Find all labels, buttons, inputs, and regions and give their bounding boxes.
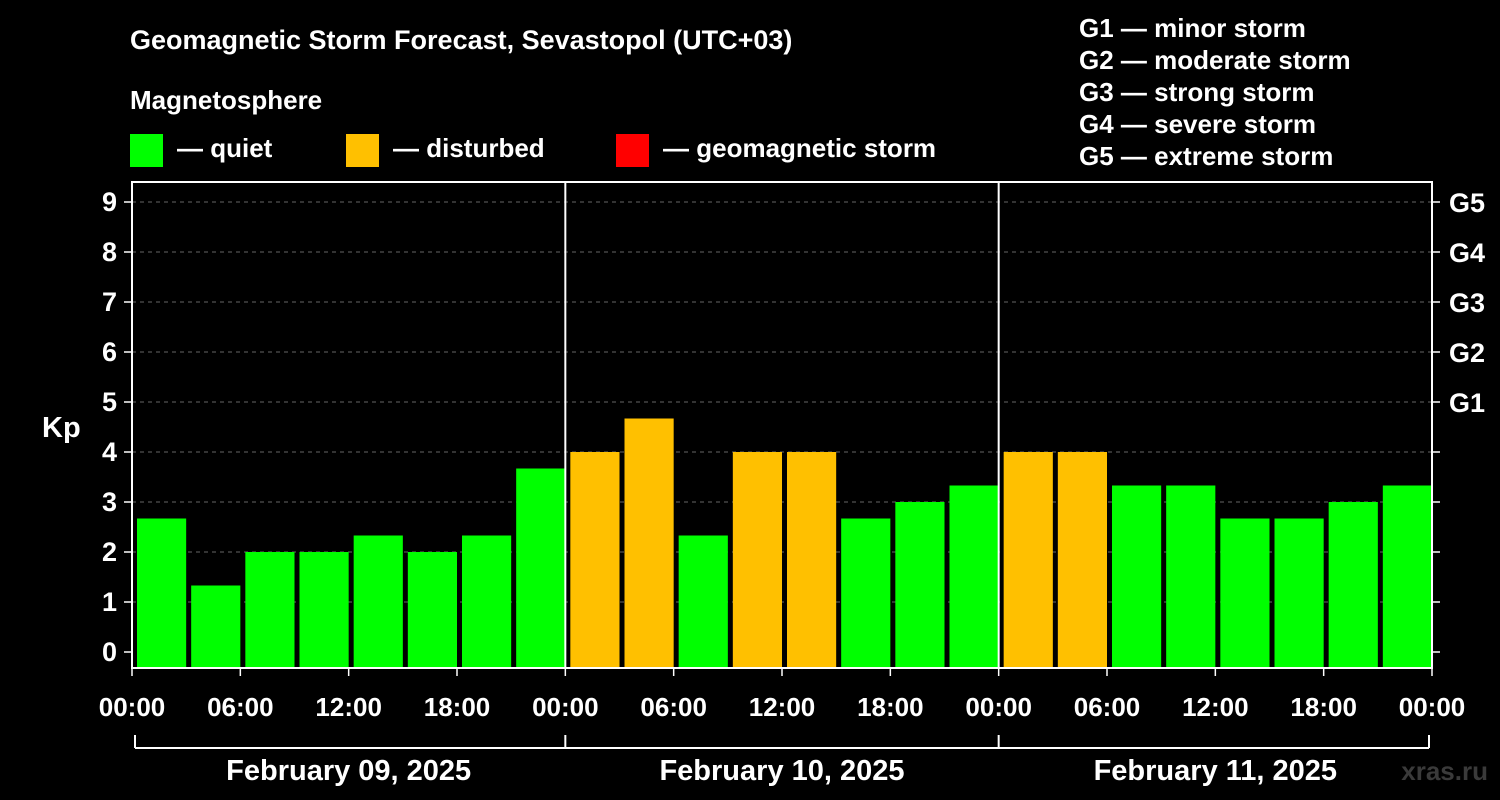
- kp-bar: [245, 552, 295, 668]
- kp-bar: [462, 535, 512, 668]
- x-tick-label: 12:00: [1182, 692, 1249, 722]
- y-tick-label: 7: [102, 287, 117, 317]
- x-tick-label: 18:00: [1290, 692, 1357, 722]
- magnetosphere-label: Magnetosphere: [130, 85, 322, 115]
- legend-swatch-storm: [616, 134, 649, 167]
- x-tick-label: 00:00: [99, 692, 166, 722]
- kp-bar: [624, 418, 674, 668]
- day-label: February 09, 2025: [226, 755, 471, 787]
- y-tick-label: 6: [102, 337, 117, 367]
- plot-area: 0 1 2 3 4 5 6 7 8 9 G1 G2 G3 G4 G5 00:00 06:00 12:00 18:00…: [99, 181, 1485, 787]
- x-tick-label: 06:00: [207, 692, 274, 722]
- storm-scale-g3: G3 — strong storm: [1079, 77, 1314, 107]
- y-tick-label: 1: [102, 587, 117, 617]
- day-label: February 10, 2025: [659, 755, 904, 787]
- legend-label-disturbed: — disturbed: [393, 133, 545, 163]
- y-tick-label: 0: [102, 637, 117, 667]
- storm-scale-g1: G1 — minor storm: [1079, 13, 1306, 43]
- kp-bar: [841, 518, 891, 668]
- watermark: xras.ru: [1401, 756, 1488, 786]
- y-axis-label: Kp: [42, 412, 81, 444]
- kp-bar: [516, 468, 566, 668]
- kp-bar: [299, 552, 349, 668]
- g-scale-label: G2: [1449, 338, 1485, 368]
- kp-bar: [353, 535, 403, 668]
- legend: — quiet — disturbed — geomagnetic storm: [130, 133, 936, 167]
- g-scale-label: G4: [1449, 238, 1485, 268]
- chart-title: Geomagnetic Storm Forecast, Sevastopol (…: [130, 25, 792, 55]
- kp-bar: [1220, 518, 1270, 668]
- x-tick-label: 18:00: [857, 692, 924, 722]
- y-tick-label: 5: [102, 387, 117, 417]
- kp-bar: [1382, 485, 1432, 668]
- y-tick-label: 3: [102, 487, 117, 517]
- kp-bar: [1003, 452, 1053, 668]
- kp-bar: [1328, 502, 1378, 668]
- kp-bar: [949, 485, 999, 668]
- day-label: February 11, 2025: [1094, 755, 1337, 787]
- legend-swatch-disturbed: [346, 134, 379, 167]
- y-tick-label: 2: [102, 537, 117, 567]
- kp-bar: [1112, 485, 1162, 668]
- storm-scale-g4: G4 — severe storm: [1079, 109, 1316, 139]
- kp-bar: [191, 585, 241, 668]
- y-tick-label: 9: [102, 187, 117, 217]
- kp-bar: [1274, 518, 1324, 668]
- x-tick-label: 00:00: [965, 692, 1032, 722]
- x-tick-label: 12:00: [749, 692, 816, 722]
- x-tick-label: 06:00: [1074, 692, 1141, 722]
- kp-bar: [137, 518, 187, 668]
- kp-bar: [787, 452, 837, 668]
- kp-bar: [678, 535, 728, 668]
- storm-scale-g5: G5 — extreme storm: [1079, 141, 1333, 171]
- legend-swatch-quiet: [130, 134, 163, 167]
- x-tick-label: 00:00: [1399, 692, 1466, 722]
- g-scale-label: G1: [1449, 388, 1485, 418]
- x-tick-label: 00:00: [532, 692, 599, 722]
- x-tick-label: 18:00: [424, 692, 491, 722]
- legend-label-storm: — geomagnetic storm: [663, 133, 936, 163]
- legend-label-quiet: — quiet: [177, 133, 273, 163]
- y-tick-label: 8: [102, 237, 117, 267]
- kp-bar: [895, 502, 945, 668]
- storm-scale-list: G1 — minor storm G2 — moderate storm G3 …: [1079, 13, 1351, 171]
- kp-bar: [407, 552, 457, 668]
- g-scale-label: G3: [1449, 288, 1485, 318]
- kp-bar: [1057, 452, 1107, 668]
- x-tick-label: 06:00: [640, 692, 707, 722]
- g-scale-label: G5: [1449, 188, 1485, 218]
- storm-scale-g2: G2 — moderate storm: [1079, 45, 1351, 75]
- kp-bar: [570, 452, 620, 668]
- kp-bar: [1166, 485, 1216, 668]
- x-tick-label: 12:00: [315, 692, 382, 722]
- y-tick-label: 4: [102, 437, 117, 467]
- kp-bar: [732, 452, 782, 668]
